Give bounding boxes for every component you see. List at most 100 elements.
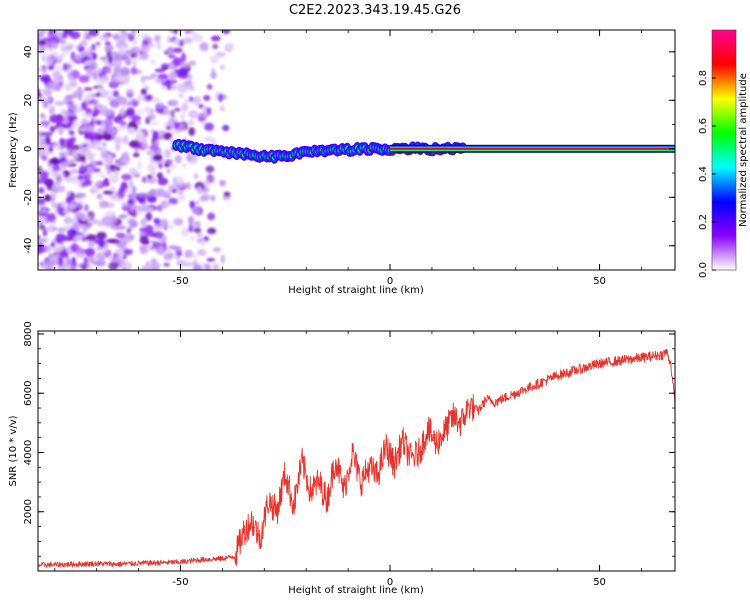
noise-speckle	[38, 43, 47, 52]
spectrogram-x-axis-label: Height of straight line (km)	[288, 285, 424, 296]
noise-speckle	[139, 247, 148, 255]
noise-speckle	[87, 166, 94, 174]
noise-speckle	[76, 88, 85, 97]
noise-speckle	[39, 53, 51, 58]
snr-x-tick-label: -50	[172, 577, 188, 588]
noise-speckle	[71, 124, 77, 130]
noise-speckle	[67, 104, 76, 110]
noise-speckle	[100, 121, 106, 131]
noise-speckle	[59, 137, 65, 147]
noise-speckle	[123, 248, 134, 255]
noise-speckle	[67, 70, 73, 80]
noise-speckle	[96, 220, 102, 227]
noise-speckle	[68, 218, 76, 224]
noise-speckle	[157, 177, 169, 186]
snr-y-axis-label: SNR (10 * v/v)	[8, 415, 19, 486]
noise-speckle	[63, 110, 69, 120]
noise-speckle	[199, 240, 206, 247]
noise-speckle	[146, 163, 157, 173]
noise-speckle	[95, 91, 101, 98]
noise-speckle	[86, 233, 97, 242]
colorbar-tick-label: 0.8	[698, 70, 709, 86]
noise-speckle	[133, 40, 138, 45]
noise-speckle	[38, 197, 46, 205]
noise-speckle	[99, 202, 104, 210]
colorbar-gradient	[712, 30, 736, 270]
noise-speckle	[172, 57, 183, 67]
noise-speckle	[38, 234, 41, 241]
noise-speckle	[71, 58, 79, 63]
noise-speckle	[183, 261, 193, 267]
noise-speckle	[183, 37, 194, 44]
noise-speckle	[163, 262, 170, 267]
noise-speckle	[193, 173, 199, 180]
noise-speckle	[126, 127, 137, 135]
noise-speckle	[62, 62, 68, 71]
noise-speckle	[105, 32, 111, 37]
noise-speckle	[42, 228, 48, 237]
noise-speckle	[169, 72, 175, 82]
noise-speckle	[61, 199, 67, 209]
noise-speckle	[108, 261, 119, 270]
noise-speckle	[180, 112, 186, 120]
noise-speckle	[52, 143, 62, 151]
noise-speckle	[91, 140, 102, 146]
snr-x-axis-label: Height of straight line (km)	[288, 585, 424, 596]
noise-speckle	[96, 160, 104, 166]
noise-speckle	[38, 216, 46, 223]
noise-speckle	[213, 264, 218, 270]
noise-speckle	[69, 115, 74, 125]
noise-speckle	[167, 54, 176, 59]
noise-speckle	[55, 30, 65, 41]
noise-speckle	[174, 107, 181, 112]
noise-speckle	[203, 179, 210, 187]
tone-core	[390, 147, 675, 150]
noise-speckle	[103, 180, 110, 187]
noise-speckle	[82, 112, 88, 118]
noise-speckle	[113, 60, 122, 69]
noise-speckle	[99, 35, 106, 41]
noise-speckle	[88, 218, 99, 225]
noise-speckle	[65, 259, 73, 267]
noise-speckle	[38, 187, 45, 194]
noise-speckle	[188, 109, 199, 119]
noise-speckle	[145, 212, 153, 221]
noise-speckle	[135, 109, 144, 115]
noise-speckle	[87, 239, 95, 248]
noise-speckle	[167, 100, 174, 106]
noise-speckle	[78, 165, 88, 174]
noise-speckle	[125, 49, 136, 54]
spectrogram-x-ticks: -50 0 50	[54, 30, 642, 287]
noise-speckle	[149, 120, 159, 126]
noise-speckle	[44, 123, 49, 129]
noise-speckle	[106, 167, 112, 176]
noise-speckle	[132, 208, 137, 219]
noise-speckle	[204, 263, 211, 270]
spectrogram-y-tick-label: -20	[23, 189, 34, 205]
noise-speckle	[115, 254, 122, 265]
noise-speckle	[204, 122, 214, 132]
noise-speckle	[106, 119, 111, 129]
snr-background	[38, 331, 675, 571]
noise-speckle	[88, 99, 99, 105]
noise-speckle	[161, 85, 166, 91]
noise-speckle	[51, 170, 60, 179]
colorbar-tick-label: 0.4	[698, 166, 709, 182]
noise-speckle	[72, 150, 78, 160]
noise-speckle	[151, 96, 161, 104]
noise-speckle	[96, 231, 107, 240]
noise-speckle	[152, 130, 159, 140]
noise-speckle	[156, 41, 161, 50]
noise-speckle	[194, 181, 205, 191]
noise-speckle	[79, 146, 90, 156]
noise-speckle	[81, 102, 88, 111]
noise-speckle	[139, 231, 146, 237]
snr-x-ticks: -50 0 50	[54, 331, 642, 588]
spectrogram-y-tick-label: 20	[23, 94, 34, 107]
snr-panel: -50 0 50 2000 4000 6000 8000 Height of straig…	[8, 321, 676, 596]
noise-speckle	[98, 254, 106, 264]
noise-speckle	[167, 35, 172, 44]
noise-speckle	[84, 125, 95, 133]
noise-speckle	[90, 117, 95, 128]
noise-speckle	[168, 164, 178, 169]
